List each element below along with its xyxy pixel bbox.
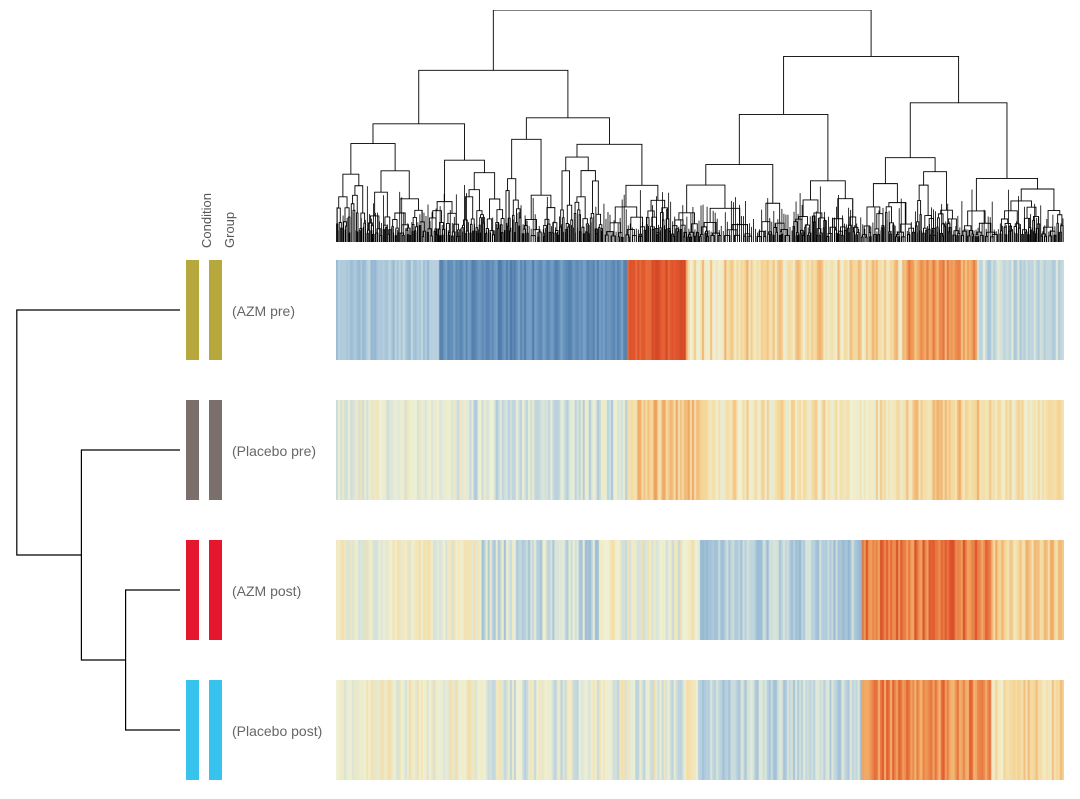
- condition-bar-azm_post: [186, 540, 199, 640]
- row-label-azm_post: (AZM post): [232, 583, 301, 599]
- row-label-azm_pre: (AZM pre): [232, 303, 295, 319]
- group-bar-placebo_pre: [209, 400, 222, 500]
- heatmap-row-azm_post: [336, 540, 1064, 640]
- group-label: Group: [222, 212, 237, 248]
- annotation-bars: [186, 260, 222, 780]
- condition-bar-placebo_pre: [186, 400, 199, 500]
- group-bar-azm_post: [209, 540, 222, 640]
- condition-bar-placebo_post: [186, 680, 199, 780]
- clustered-heatmap-figure: Condition Group (AZM pre) (Placebo pre) (AZ…: [0, 0, 1080, 799]
- condition-label: Condition: [199, 193, 214, 248]
- heatmap: [336, 260, 1064, 780]
- heatmap-row-azm_pre: [336, 260, 1064, 360]
- row-label-placebo_pre: (Placebo pre): [232, 443, 316, 459]
- condition-bar-azm_pre: [186, 260, 199, 360]
- group-bar-azm_pre: [209, 260, 222, 360]
- column-dendrogram: [336, 10, 1064, 242]
- row-dendrogram: [10, 260, 180, 780]
- group-bar-placebo_post: [209, 680, 222, 780]
- heatmap-row-placebo_pre: [336, 400, 1064, 500]
- heatmap-row-placebo_post: [336, 680, 1064, 780]
- row-label-placebo_post: (Placebo post): [232, 723, 322, 739]
